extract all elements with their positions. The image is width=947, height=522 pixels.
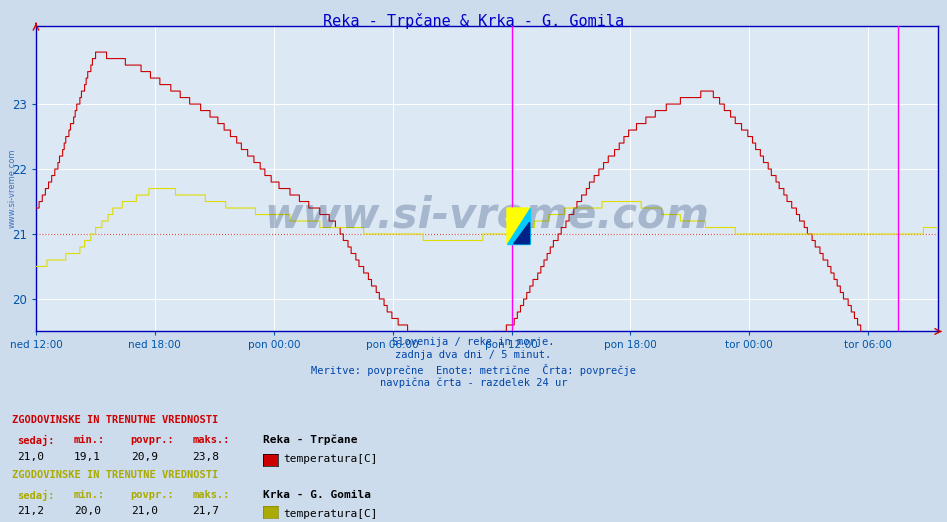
- Text: 19,1: 19,1: [74, 452, 101, 461]
- Text: min.:: min.:: [74, 490, 105, 500]
- Text: 20,0: 20,0: [74, 506, 101, 516]
- Text: zadnja dva dni / 5 minut.: zadnja dva dni / 5 minut.: [396, 350, 551, 360]
- Text: sedaj:: sedaj:: [17, 435, 55, 446]
- Text: Slovenija / reke in morje.: Slovenija / reke in morje.: [392, 337, 555, 347]
- Text: 21,7: 21,7: [192, 506, 220, 516]
- Text: Meritve: povprečne  Enote: metrične  Črta: povprečje: Meritve: povprečne Enote: metrične Črta:…: [311, 364, 636, 376]
- Text: Reka - Trpčane: Reka - Trpčane: [263, 435, 358, 445]
- Polygon shape: [507, 208, 529, 244]
- Text: 20,9: 20,9: [131, 452, 158, 461]
- Text: navpična črta - razdelek 24 ur: navpična črta - razdelek 24 ur: [380, 377, 567, 388]
- Text: Reka - Trpčane & Krka - G. Gomila: Reka - Trpčane & Krka - G. Gomila: [323, 13, 624, 29]
- Text: min.:: min.:: [74, 435, 105, 445]
- Text: temperatura[C]: temperatura[C]: [283, 509, 378, 519]
- Polygon shape: [507, 208, 529, 244]
- Text: ZGODOVINSKE IN TRENUTNE VREDNOSTI: ZGODOVINSKE IN TRENUTNE VREDNOSTI: [12, 470, 219, 480]
- Text: maks.:: maks.:: [192, 435, 230, 445]
- Text: 23,8: 23,8: [192, 452, 220, 461]
- Text: Krka - G. Gomila: Krka - G. Gomila: [263, 490, 371, 500]
- Text: povpr.:: povpr.:: [131, 435, 174, 445]
- Text: maks.:: maks.:: [192, 490, 230, 500]
- Text: temperatura[C]: temperatura[C]: [283, 454, 378, 464]
- Text: 21,0: 21,0: [131, 506, 158, 516]
- Text: povpr.:: povpr.:: [131, 490, 174, 500]
- Text: 21,2: 21,2: [17, 506, 45, 516]
- Text: 21,0: 21,0: [17, 452, 45, 461]
- Text: www.si-vreme.com: www.si-vreme.com: [8, 148, 17, 228]
- Text: ZGODOVINSKE IN TRENUTNE VREDNOSTI: ZGODOVINSKE IN TRENUTNE VREDNOSTI: [12, 415, 219, 425]
- Polygon shape: [514, 222, 529, 244]
- Text: www.si-vreme.com: www.si-vreme.com: [264, 194, 709, 236]
- Text: sedaj:: sedaj:: [17, 490, 55, 501]
